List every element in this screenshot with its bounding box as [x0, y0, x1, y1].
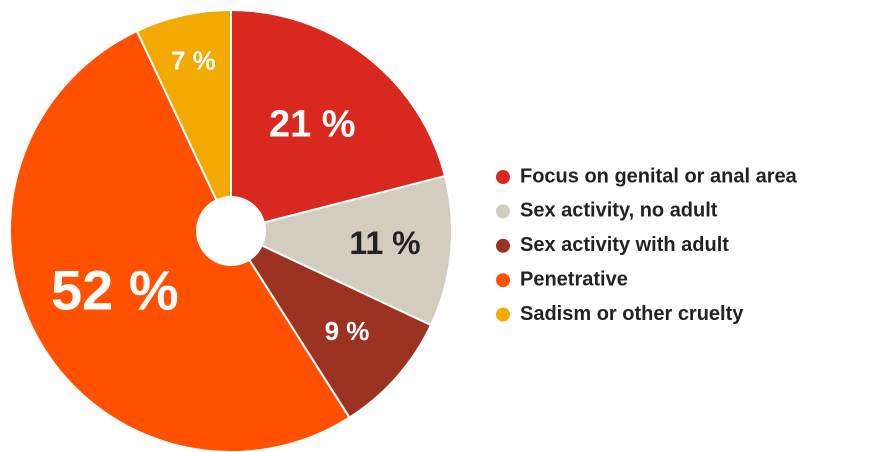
slice-label: 7 %	[171, 46, 216, 76]
legend-swatch	[496, 170, 510, 184]
slice-label: 52 %	[51, 259, 179, 322]
slice-label: 9 %	[325, 316, 370, 346]
legend-label: Focus on genital or anal area	[520, 165, 798, 187]
legend-swatch	[496, 307, 510, 322]
legend-swatch	[496, 238, 510, 253]
legend-swatch	[496, 273, 510, 288]
pie-slice	[135, 8, 232, 232]
slice-label: 11 %	[349, 225, 420, 261]
pie-slice	[230, 8, 447, 233]
pie-slice	[9, 29, 351, 452]
donut-hole	[196, 196, 266, 266]
legend-swatch	[496, 204, 510, 219]
legend-label: Sex activity with adult	[520, 234, 729, 256]
slice-label: 21 %	[269, 103, 356, 145]
pie-slice	[228, 174, 453, 327]
pie-slice	[228, 228, 433, 419]
legend-label: Penetrative	[520, 268, 628, 290]
legend-label: Sex activity, no adult	[520, 200, 718, 222]
legend-label: Sadism or other cruelty	[520, 303, 744, 325]
